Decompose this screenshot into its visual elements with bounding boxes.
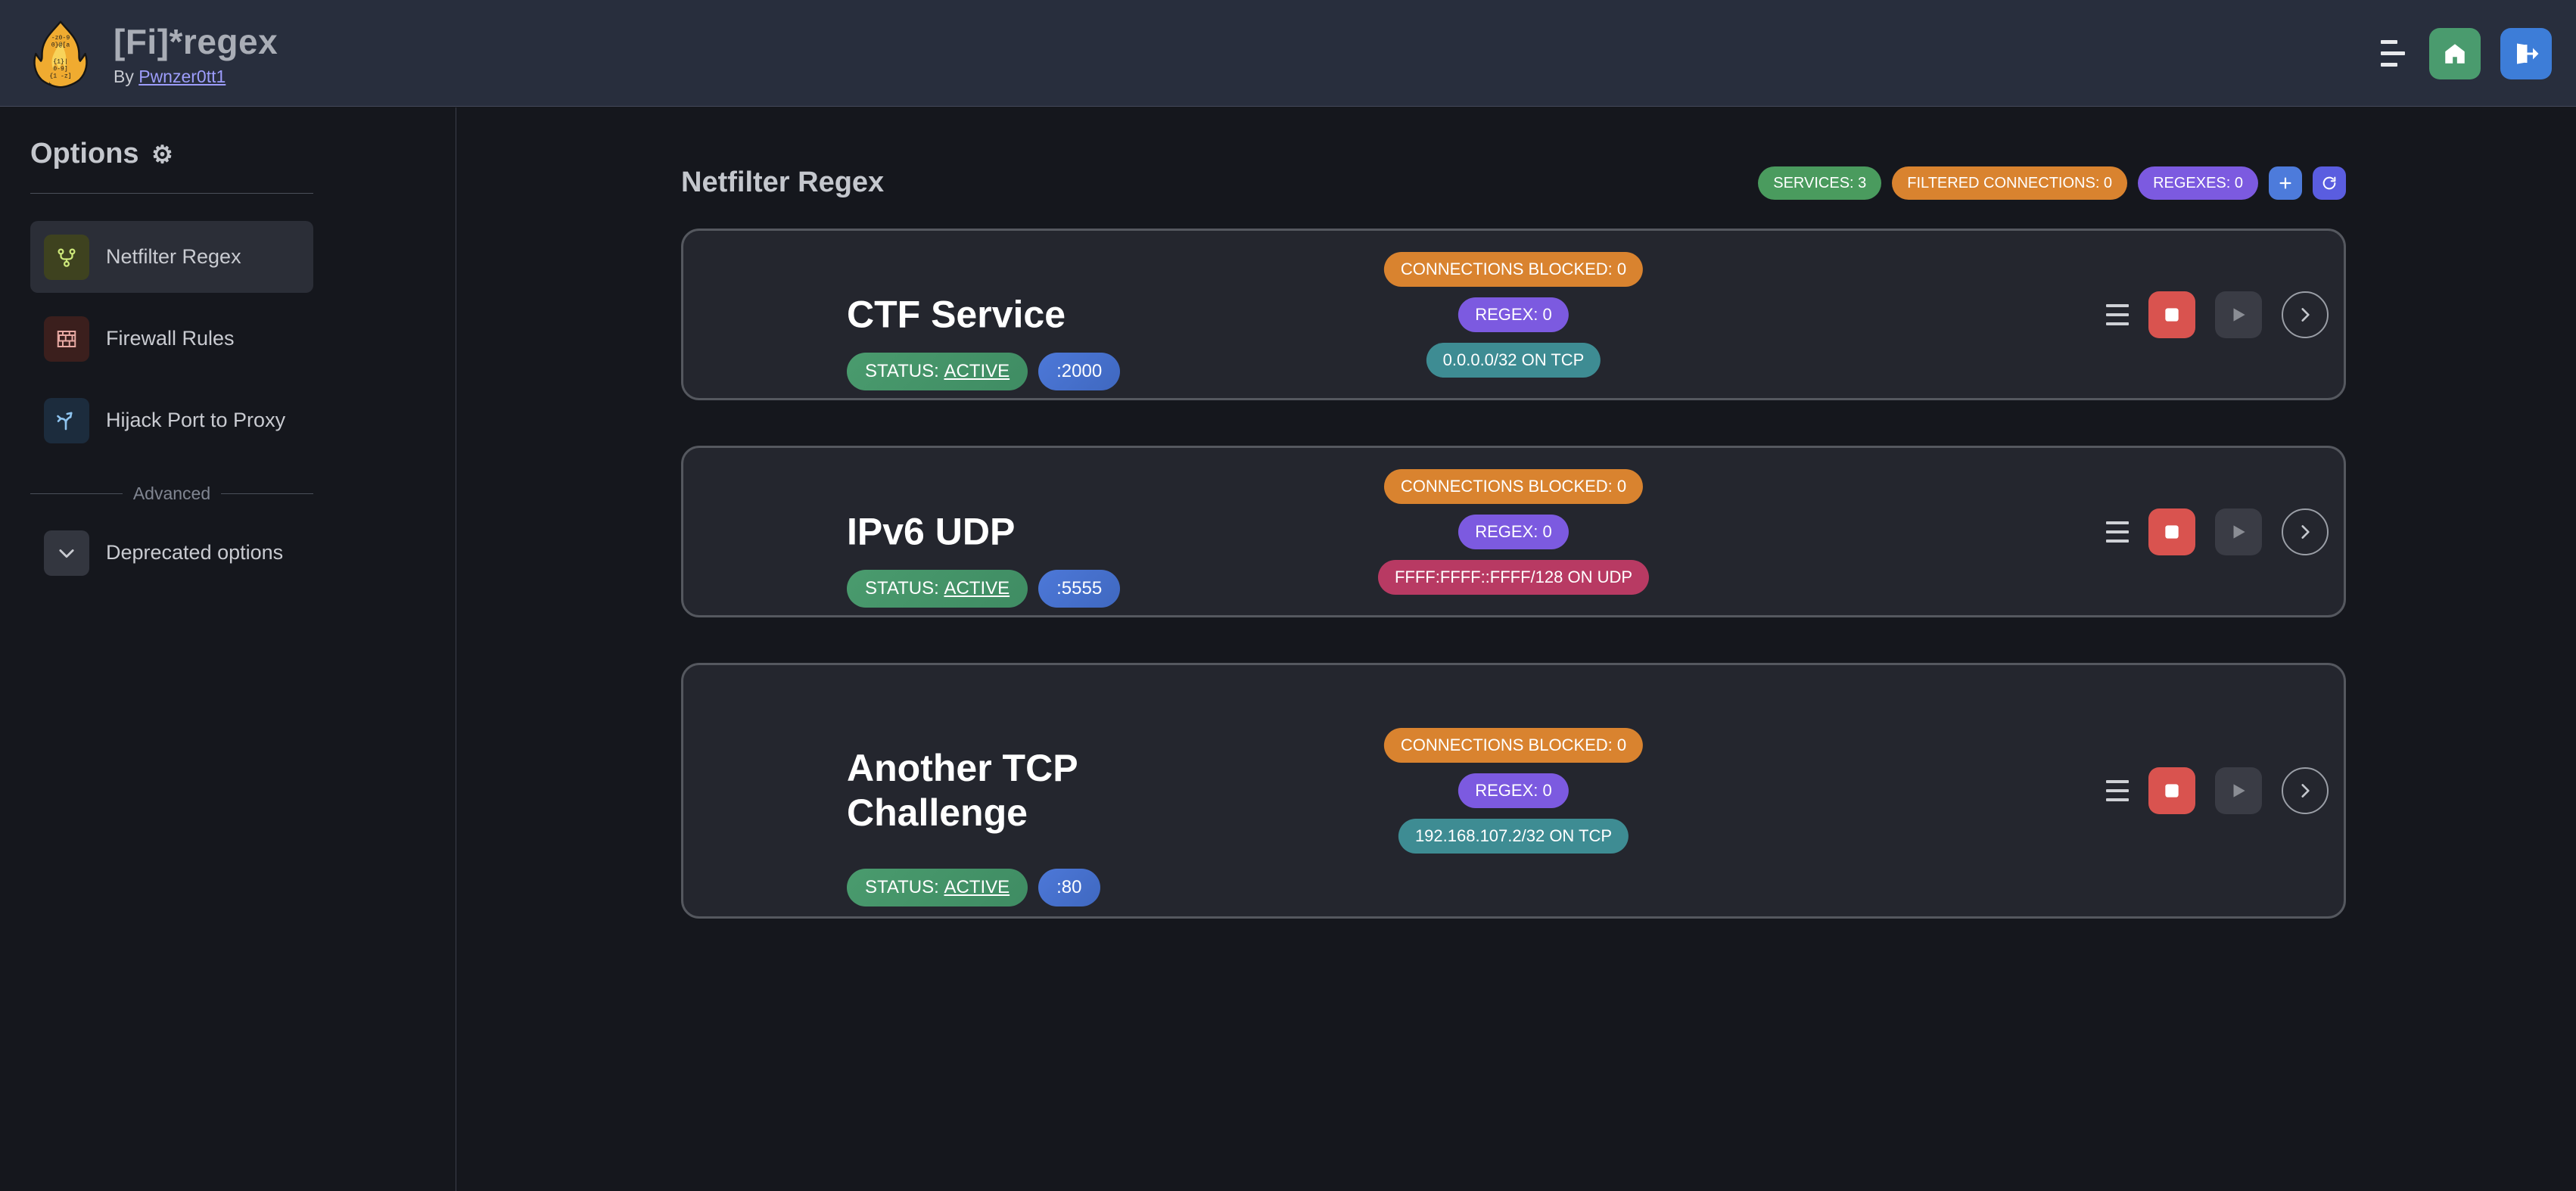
svg-text:{1 -z]: {1 -z] — [49, 73, 71, 80]
svg-text:0}@[a: 0}@[a — [51, 41, 70, 48]
svg-text:{1}|: {1}| — [53, 58, 68, 65]
svg-text:0-9]: 0-9] — [53, 65, 68, 73]
svg-text:-z0-9: -z0-9 — [51, 35, 70, 42]
